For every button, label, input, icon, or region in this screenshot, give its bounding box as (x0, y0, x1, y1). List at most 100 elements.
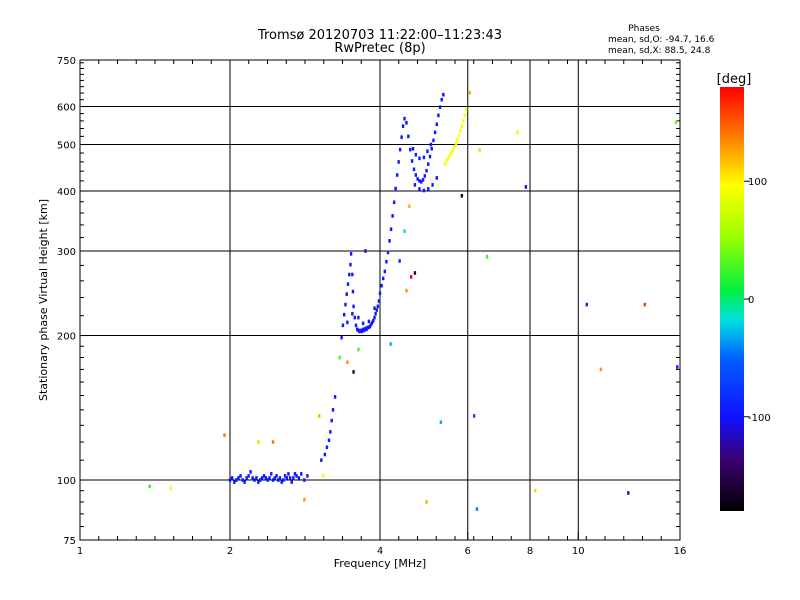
data-point (627, 491, 630, 495)
data-point (331, 408, 335, 412)
data-point (398, 147, 402, 152)
data-point (371, 320, 374, 325)
data-point (418, 187, 421, 191)
data-point (306, 474, 309, 478)
y-tick-label: 400 (57, 187, 76, 198)
x-tick-label: 2 (227, 546, 233, 557)
data-point (342, 312, 346, 317)
data-point (430, 146, 433, 151)
data-point (327, 438, 331, 443)
data-point (290, 480, 293, 484)
data-point (585, 302, 588, 307)
data-point (465, 107, 468, 112)
data-point (233, 480, 236, 484)
data-point (437, 113, 440, 118)
data-point (389, 227, 393, 232)
data-point (341, 323, 345, 328)
data-point (439, 420, 443, 424)
x-tick-label: 16 (674, 546, 687, 557)
data-point (534, 488, 537, 493)
data-point (524, 185, 528, 189)
data-point (239, 474, 242, 478)
data-point (472, 414, 476, 418)
data-point (257, 440, 260, 444)
phase-stats-heading: Phases (628, 24, 660, 34)
data-point (409, 147, 412, 152)
data-point (251, 476, 254, 480)
y-tick-label: 75 (63, 536, 76, 547)
data-point (373, 315, 376, 320)
data-point (300, 472, 303, 476)
data-point (374, 311, 377, 316)
x-tick-label: 1 (77, 546, 83, 557)
data-point (460, 124, 464, 128)
y-axis-label: Stationary phase Virtual Height [km] (37, 199, 50, 401)
data-point (408, 204, 411, 208)
minor-ticks (80, 60, 680, 540)
data-point (460, 193, 464, 198)
data-point (405, 120, 408, 125)
data-point (450, 151, 453, 155)
data-point (403, 116, 406, 121)
data-point (426, 149, 429, 154)
data-point (325, 445, 329, 450)
data-point (448, 153, 451, 158)
data-point (330, 418, 333, 423)
data-point (344, 302, 347, 307)
data-point (420, 180, 423, 184)
colorbar: [deg] 100 0 -100 (717, 72, 771, 511)
data-point (398, 259, 401, 263)
data-point (297, 476, 301, 480)
data-point (414, 152, 418, 157)
data-points (148, 90, 679, 511)
data-point (395, 173, 399, 177)
data-point (169, 486, 172, 491)
data-point (451, 148, 455, 152)
data-point (148, 484, 151, 489)
data-point (257, 480, 260, 484)
y-tick-label: 500 (57, 141, 76, 152)
data-point (268, 476, 271, 480)
data-point (410, 159, 414, 163)
x-tick-label: 10 (572, 546, 585, 557)
data-point (287, 472, 290, 476)
data-point (349, 252, 353, 256)
data-point (249, 470, 252, 474)
data-point (397, 160, 400, 164)
data-point (282, 478, 285, 482)
data-point (303, 497, 306, 502)
data-point (283, 474, 287, 478)
data-point (468, 90, 472, 95)
data-point (407, 134, 410, 139)
data-point (255, 476, 258, 480)
data-point (425, 500, 428, 504)
data-point (273, 476, 276, 480)
data-point (378, 291, 382, 296)
data-point (292, 476, 295, 480)
data-point (416, 177, 419, 181)
data-point (440, 97, 443, 102)
data-point (375, 308, 378, 312)
data-point (230, 476, 234, 480)
data-point (676, 365, 679, 369)
data-point (271, 440, 275, 444)
data-point (391, 214, 394, 218)
data-point (401, 124, 405, 128)
data-point (365, 327, 368, 332)
data-point (403, 229, 406, 233)
data-point (245, 476, 248, 480)
data-point (295, 474, 298, 478)
data-point (348, 272, 351, 277)
data-point (367, 319, 371, 324)
data-point (427, 162, 430, 166)
x-tick-label: 8 (527, 546, 533, 557)
data-point (453, 145, 456, 149)
x-tick-label: 6 (465, 546, 471, 557)
data-point (392, 200, 396, 205)
data-point (323, 452, 327, 457)
data-point (516, 130, 519, 135)
plot-area (79, 59, 681, 541)
data-point (354, 323, 358, 328)
data-point (266, 478, 269, 482)
